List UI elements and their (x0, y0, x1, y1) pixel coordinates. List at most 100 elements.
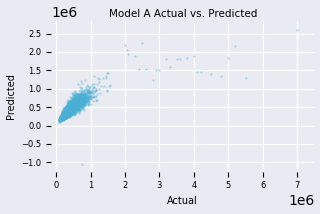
Point (73, 107, 78, 111)
Point (67, 101, 72, 105)
Point (64, 114, 69, 118)
Point (62, 114, 67, 118)
Point (64, 110, 69, 114)
Point (57, 117, 62, 121)
Point (78, 98, 84, 101)
Point (64, 110, 69, 114)
Point (67, 108, 72, 111)
Point (71, 107, 76, 111)
Point (65, 111, 70, 114)
Point (63, 107, 68, 111)
Point (62, 110, 67, 114)
Point (60, 113, 66, 117)
Point (64, 113, 69, 116)
Point (62, 111, 68, 114)
Point (62, 113, 68, 116)
Point (65, 110, 70, 113)
Point (67, 108, 72, 112)
Point (63, 110, 68, 113)
Point (63, 112, 68, 115)
Point (69, 107, 74, 110)
Point (74, 101, 79, 104)
Point (78, 99, 84, 102)
Point (67, 107, 72, 110)
Point (65, 112, 70, 116)
Point (62, 116, 68, 119)
Point (76, 109, 81, 113)
Point (78, 104, 83, 108)
Point (75, 104, 80, 107)
Point (60, 113, 66, 116)
Point (63, 108, 68, 112)
Point (61, 116, 66, 119)
Point (75, 96, 80, 99)
Point (63, 109, 68, 113)
Point (68, 108, 74, 112)
Point (77, 103, 82, 106)
Point (77, 105, 82, 108)
Point (70, 106, 75, 110)
Point (65, 106, 70, 109)
Point (67, 110, 72, 114)
Point (63, 110, 68, 113)
Point (64, 110, 69, 114)
Point (63, 113, 68, 116)
Point (71, 107, 76, 110)
Point (82, 98, 87, 102)
Point (59, 117, 64, 120)
Point (61, 112, 66, 115)
Point (74, 94, 79, 98)
Point (72, 98, 77, 102)
Point (65, 112, 70, 115)
Point (67, 108, 72, 111)
Point (67, 105, 72, 108)
Point (68, 100, 73, 104)
Point (63, 115, 68, 118)
Point (69, 107, 74, 111)
Point (61, 113, 66, 116)
Point (67, 110, 72, 114)
Point (60, 117, 65, 120)
Point (67, 104, 72, 107)
Point (65, 109, 70, 112)
Point (66, 107, 71, 110)
Point (99, 84, 104, 88)
Point (61, 116, 66, 120)
Point (75, 97, 80, 100)
Point (62, 109, 68, 113)
Point (65, 104, 70, 108)
Point (60, 118, 65, 122)
Point (62, 112, 68, 115)
Point (71, 104, 76, 108)
Point (65, 109, 70, 113)
Point (71, 104, 76, 107)
Point (61, 109, 66, 113)
Point (66, 109, 71, 112)
Point (76, 102, 81, 105)
Point (61, 115, 66, 118)
Point (63, 113, 68, 117)
Point (62, 113, 67, 116)
Point (64, 110, 69, 114)
Point (66, 106, 71, 109)
Point (75, 102, 80, 106)
Point (74, 100, 79, 103)
Point (83, 94, 88, 98)
Point (58, 118, 63, 121)
Point (79, 102, 84, 106)
Point (68, 111, 73, 114)
Point (80, 90, 85, 94)
Point (58, 118, 63, 121)
Point (78, 92, 83, 96)
Point (83, 93, 88, 97)
Point (64, 110, 69, 113)
Point (71, 112, 76, 115)
Point (64, 109, 69, 112)
Point (68, 107, 73, 110)
Point (67, 108, 72, 112)
Point (76, 105, 81, 108)
Point (68, 107, 73, 110)
Point (71, 104, 76, 108)
Point (62, 108, 68, 112)
Point (68, 105, 73, 108)
